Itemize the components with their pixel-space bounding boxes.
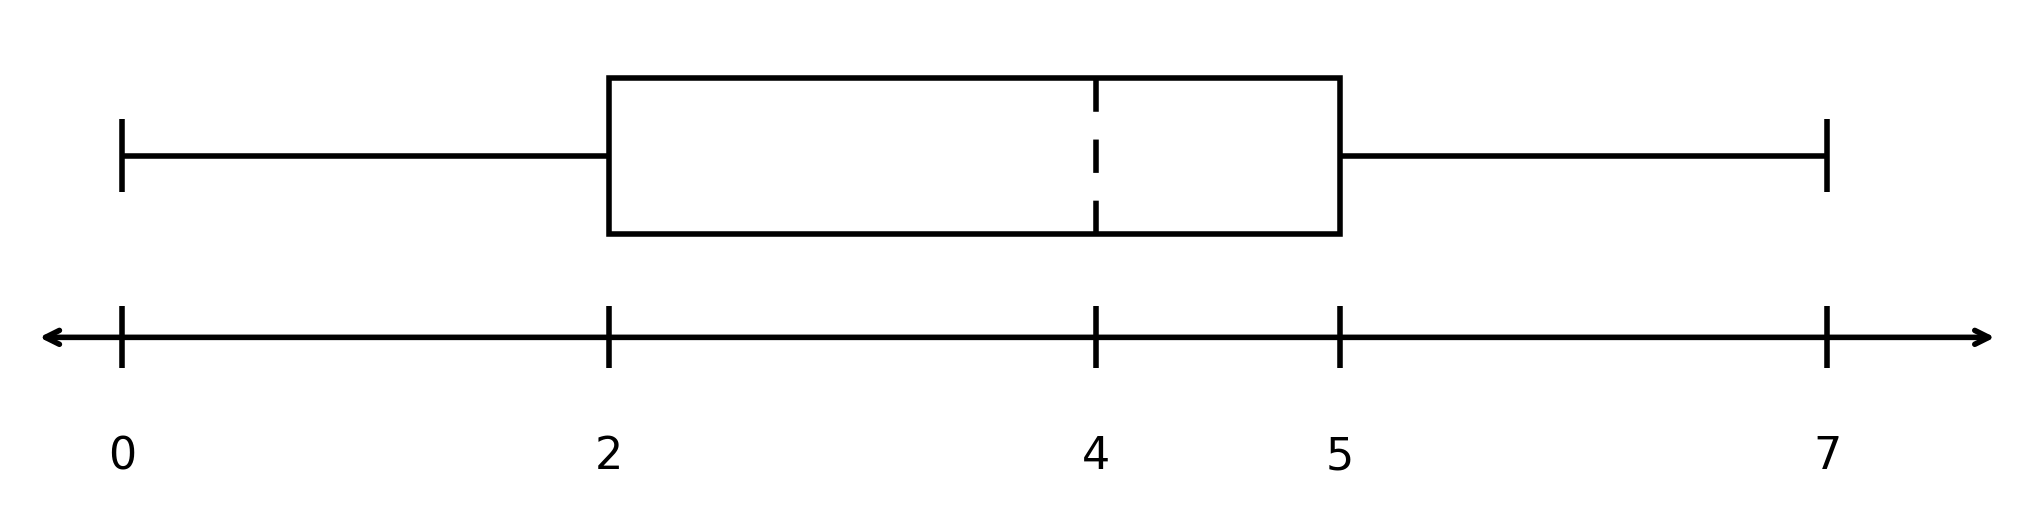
Text: 5: 5: [1326, 435, 1355, 478]
Text: 0: 0: [107, 435, 135, 478]
Text: 7: 7: [1814, 435, 1842, 478]
Text: 4: 4: [1082, 435, 1110, 478]
Bar: [609, 78, 1341, 234]
Text: 2: 2: [594, 435, 623, 478]
